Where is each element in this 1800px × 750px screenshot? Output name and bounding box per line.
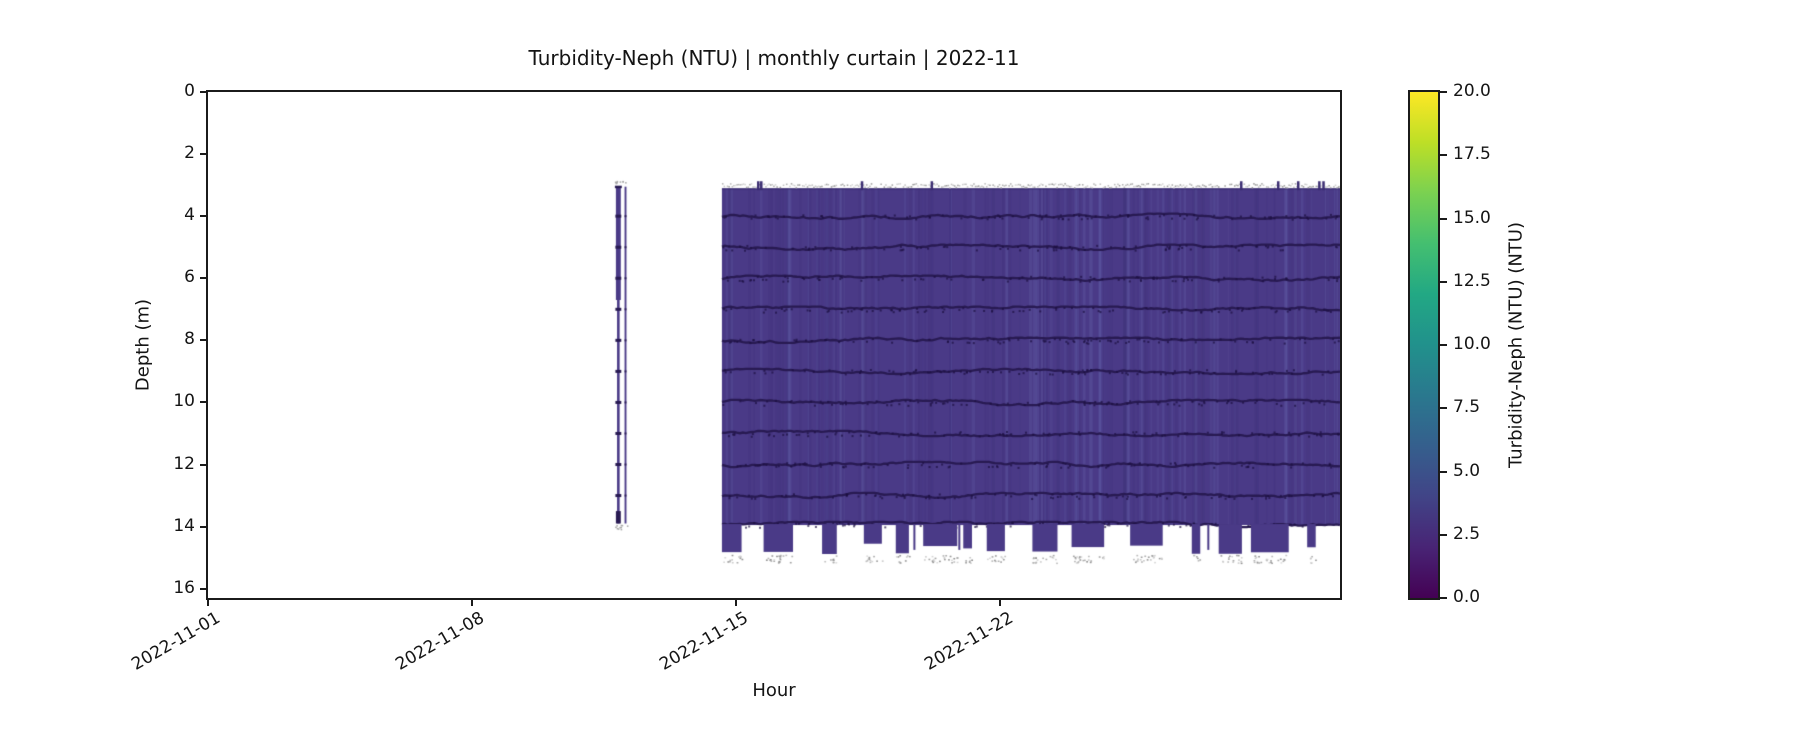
colorbar-tick-label: 2.5 — [1453, 523, 1481, 544]
y-tick-label: 8 — [184, 329, 195, 350]
y-tick-label: 14 — [173, 515, 195, 536]
colorbar-tick-label: 10.0 — [1453, 334, 1491, 354]
colorbar-tick-label: 15.0 — [1453, 207, 1491, 228]
y-tick-label: 12 — [173, 453, 195, 474]
colorbar-tick-label: 7.5 — [1453, 397, 1481, 418]
y-tick-label: 2 — [184, 143, 195, 164]
heatmap-canvas — [208, 92, 1340, 598]
colorbar-tick-mark — [1440, 344, 1447, 346]
y-tick-mark — [200, 525, 208, 528]
y-tick-mark — [200, 401, 208, 404]
y-tick-label: 0 — [184, 81, 195, 101]
colorbar-tick-mark — [1440, 470, 1447, 473]
y-tick-mark — [200, 91, 208, 93]
colorbar-tick-mark — [1440, 217, 1447, 220]
colorbar-label: Turbidity-Neph (NTU) (NTU) — [1505, 222, 1527, 468]
colorbar-tick-mark — [1440, 533, 1447, 536]
x-axis-label: Hour — [752, 680, 796, 701]
colorbar — [1408, 90, 1440, 600]
colorbar-tick-label: 5.0 — [1453, 460, 1481, 481]
y-tick-mark — [200, 463, 208, 466]
y-tick-mark — [200, 153, 208, 156]
x-tick-mark — [999, 598, 1002, 606]
x-tick-mark — [207, 598, 209, 606]
x-tick-mark — [471, 598, 474, 606]
y-axis-label: Depth (m) — [132, 298, 154, 392]
x-tick-label: 2022-11-01 — [128, 608, 224, 675]
y-tick-mark — [200, 587, 208, 590]
colorbar-tick-mark — [1440, 597, 1447, 599]
y-tick-label: 4 — [184, 205, 195, 226]
y-tick-mark — [200, 339, 208, 342]
colorbar-tick-label: 0.0 — [1453, 587, 1481, 607]
x-tick-label: 2022-11-15 — [656, 608, 753, 675]
y-tick-label: 6 — [184, 267, 195, 288]
x-tick-mark — [735, 598, 738, 606]
x-tick-label: 2022-11-22 — [920, 608, 1017, 675]
y-tick-label: 10 — [173, 391, 195, 412]
colorbar-tick-label: 20.0 — [1453, 81, 1491, 101]
x-tick-label: 2022-11-08 — [392, 608, 489, 675]
colorbar-tick-mark — [1440, 407, 1447, 410]
y-tick-mark — [200, 215, 208, 218]
y-tick-label: 16 — [173, 577, 195, 598]
colorbar-tick-label: 17.5 — [1453, 144, 1491, 165]
chart-title: Turbidity-Neph (NTU) | monthly curtain |… — [528, 46, 1020, 70]
y-tick-mark — [200, 277, 208, 280]
colorbar-tick-mark — [1440, 91, 1447, 93]
colorbar-tick-mark — [1440, 154, 1447, 157]
colorbar-tick-label: 12.5 — [1453, 270, 1491, 291]
colorbar-tick-mark — [1440, 280, 1447, 283]
